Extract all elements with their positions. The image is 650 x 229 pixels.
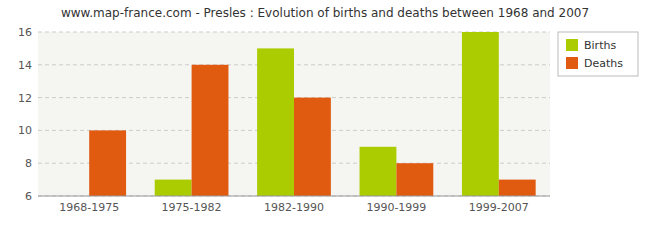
bar <box>257 48 294 196</box>
x-tick-label: 1968-1975 <box>59 201 119 214</box>
y-tick-label: 10 <box>18 124 32 137</box>
legend: Births Deaths <box>558 32 638 76</box>
bar <box>89 130 126 196</box>
x-tick-label: 1982-1990 <box>264 201 324 214</box>
bar <box>499 180 536 196</box>
legend-box <box>558 32 638 76</box>
y-tick-label: 6 <box>25 190 32 203</box>
bar <box>192 65 229 196</box>
y-tick-label: 12 <box>18 92 32 105</box>
x-tick-label: 1999-2007 <box>469 201 529 214</box>
x-tick-label: 1990-1999 <box>366 201 426 214</box>
title: www.map-france.com - Presles : Evolution… <box>61 6 589 20</box>
bar <box>294 98 331 196</box>
legend-swatch <box>566 39 578 51</box>
legend-label: Births <box>584 39 616 52</box>
y-tick-label: 8 <box>25 157 32 170</box>
legend-swatch <box>566 57 578 69</box>
bar <box>462 32 499 196</box>
bar <box>360 147 397 196</box>
chart-svg: www.map-france.com - Presles : Evolution… <box>0 0 650 229</box>
legend-label: Deaths <box>584 57 623 70</box>
bars <box>52 32 535 196</box>
y-tick-label: 16 <box>18 26 32 39</box>
chart-container: www.map-france.com - Presles : Evolution… <box>0 0 650 229</box>
bar <box>396 163 433 196</box>
y-tick-label: 14 <box>18 59 32 72</box>
x-tick-label: 1975-1982 <box>162 201 222 214</box>
grid-line <box>38 196 550 197</box>
x-axis: 1968-1975 1975-1982 1982-1990 1990-1999 1999… <box>38 196 550 214</box>
bar <box>155 180 192 196</box>
x-axis-line <box>38 196 550 197</box>
